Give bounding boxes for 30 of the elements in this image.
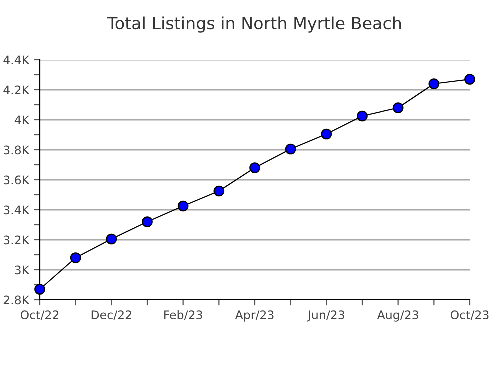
x-tick-label: Oct/23: [450, 310, 489, 320]
point: [106, 234, 118, 245]
y-tick-label: 3K: [15, 266, 30, 275]
y-tick-label: 3.4K: [4, 206, 30, 215]
y-tick-label: 4.2K: [4, 86, 30, 94]
point: [70, 252, 82, 264]
y-tick-label: 4.4K: [4, 56, 30, 64]
point: [357, 110, 368, 122]
point: [178, 200, 189, 212]
y-tick-label: 3.6K: [4, 176, 30, 185]
x-tick-label: Apr/23: [235, 310, 274, 322]
x-tick-label: Feb/23: [164, 310, 202, 320]
point: [142, 216, 153, 228]
point: [214, 186, 225, 197]
chart-title: Total Listings in North Myrtle Beach: [107, 16, 402, 33]
point: [464, 74, 476, 85]
point: [428, 78, 440, 90]
point: [250, 162, 260, 174]
x-tick-label: Oct/22: [20, 310, 59, 320]
x-tick-label: Jun/23: [307, 310, 344, 322]
y-tick-label: 3.8K: [4, 146, 30, 155]
point: [321, 128, 332, 140]
x-tick-label: Aug/23: [377, 310, 418, 322]
y-tick-label: 3.2K: [4, 236, 30, 245]
x-tick-label: Dec/22: [92, 310, 132, 320]
point: [392, 102, 404, 114]
y-tick-label: 4K: [14, 116, 30, 124]
point: [34, 284, 46, 295]
y-tick-label: 2.8K: [4, 296, 30, 305]
point: [285, 144, 296, 155]
